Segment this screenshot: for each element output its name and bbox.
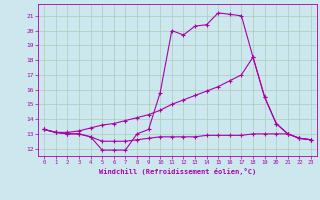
X-axis label: Windchill (Refroidissement éolien,°C): Windchill (Refroidissement éolien,°C) — [99, 168, 256, 175]
